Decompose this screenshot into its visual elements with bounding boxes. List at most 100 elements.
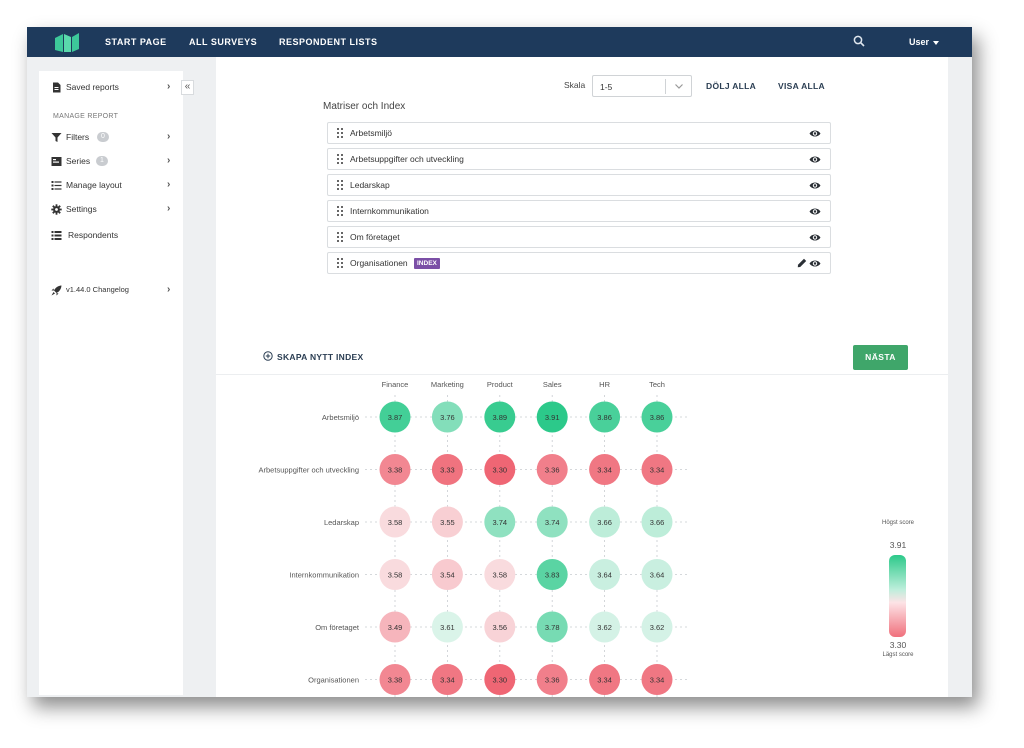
heatmap-cell	[484, 401, 516, 433]
sidebar-label: v1.44.0 Changelog	[66, 285, 129, 294]
column-header: Product	[487, 380, 514, 389]
drag-handle-icon[interactable]	[337, 154, 343, 164]
next-button[interactable]: NÄSTA	[853, 345, 908, 370]
heatmap-cell	[589, 506, 621, 538]
drag-handle-icon[interactable]	[337, 206, 343, 216]
count-badge: 0	[97, 132, 109, 142]
heatmap-cell	[484, 664, 516, 695]
cell-value-label: 3.34	[597, 465, 612, 474]
nav-all-surveys[interactable]: ALL SURVEYS	[189, 37, 258, 47]
row-label: Arbetsmiljö	[322, 413, 359, 422]
heatmap-cell	[536, 401, 568, 433]
cell-value-label: 3.34	[650, 675, 665, 684]
matrix-row[interactable]: Organisationen INDEX	[327, 252, 831, 274]
row-label: Internkommunikation	[289, 571, 359, 580]
heatmap-cell	[536, 454, 568, 485]
heatmap-cell	[484, 506, 516, 538]
cell-value-label: 3.38	[388, 465, 403, 474]
select-divider	[665, 79, 666, 94]
sidebar-item-saved-reports[interactable]: Saved reports ›	[39, 79, 183, 97]
hide-all-button[interactable]: DÖLJ ALLA	[706, 81, 757, 91]
heatmap-cell	[641, 559, 673, 590]
legend-max-value: 3.91	[889, 540, 907, 550]
sidebar-item-changelog[interactable]: v1.44.0 Changelog ›	[39, 282, 183, 300]
scale-select[interactable]: 1-5	[592, 75, 692, 97]
eye-icon[interactable]	[809, 233, 821, 242]
cell-value-label: 3.58	[388, 570, 403, 579]
row-label: Ledarskap	[324, 518, 359, 527]
sidebar-item-respondents[interactable]: Respondents	[39, 227, 183, 245]
drag-handle-icon[interactable]	[337, 258, 343, 268]
sidebar-item-settings[interactable]: Settings ›	[39, 201, 183, 219]
cell-value-label: 3.86	[597, 413, 612, 422]
sidebar-item-series[interactable]: Series 1 ›	[39, 153, 183, 171]
heatmap-cell	[536, 559, 568, 590]
eye-icon[interactable]	[809, 181, 821, 190]
list-icon	[51, 181, 62, 190]
chevron-right-icon: ›	[167, 179, 171, 190]
scrollbar-track[interactable]	[948, 57, 972, 697]
eye-icon[interactable]	[809, 207, 821, 216]
cell-value-label: 3.62	[650, 623, 665, 632]
cell-value-label: 3.36	[545, 465, 560, 474]
cell-value-label: 3.36	[545, 675, 560, 684]
search-icon[interactable]	[853, 35, 865, 47]
drag-handle-icon[interactable]	[337, 232, 343, 242]
matrix-row[interactable]: Internkommunikation	[327, 200, 831, 222]
sidebar-label: Saved reports	[66, 82, 119, 92]
document-icon	[53, 82, 61, 93]
cell-value-label: 3.33	[440, 465, 455, 474]
chevron-right-icon: ›	[167, 81, 171, 92]
matrix-row[interactable]: Arbetsmiljö	[327, 122, 831, 144]
matrix-row[interactable]: Arbetsuppgifter och utveckling	[327, 148, 831, 170]
cell-value-label: 3.66	[650, 518, 665, 527]
cell-value-label: 3.61	[440, 623, 455, 632]
heatmap-cell	[431, 664, 463, 695]
matrix-row[interactable]: Om företaget	[327, 226, 831, 248]
cell-value-label: 3.74	[492, 518, 507, 527]
drag-handle-icon[interactable]	[337, 180, 343, 190]
app-window: START PAGE ALL SURVEYS RESPONDENT LISTS …	[27, 27, 972, 697]
column-header: Finance	[382, 380, 409, 389]
sidebar-section-title: MANAGE REPORT	[53, 113, 119, 120]
sidebar-label: Settings	[66, 204, 97, 214]
nav-respondent-lists[interactable]: RESPONDENT LISTS	[279, 37, 378, 47]
column-header: Marketing	[431, 380, 464, 389]
cell-value-label: 3.34	[440, 675, 455, 684]
eye-icon[interactable]	[809, 259, 821, 268]
matrix-row-label: Arbetsmiljö	[350, 128, 393, 138]
heatmap-cell	[536, 611, 568, 643]
chevron-right-icon: ›	[167, 155, 171, 166]
respondents-list-icon	[51, 231, 62, 240]
cell-value-label: 3.64	[597, 570, 612, 579]
heatmap-cell	[431, 401, 463, 433]
sidebar-item-manage-layout[interactable]: Manage layout ›	[39, 177, 183, 195]
cell-value-label: 3.54	[440, 570, 455, 579]
cell-value-label: 3.89	[492, 413, 507, 422]
drag-handle-icon[interactable]	[337, 128, 343, 138]
plus-circle-icon	[263, 351, 273, 361]
nav-start-page[interactable]: START PAGE	[105, 37, 167, 47]
legend-min-value: 3.30	[889, 640, 907, 650]
show-all-button[interactable]: VISA ALLA	[778, 81, 825, 91]
logo-mark-icon[interactable]	[55, 33, 79, 52]
count-badge: 1	[96, 156, 108, 166]
row-label: Om företaget	[315, 623, 360, 632]
heatmap-cell	[641, 401, 673, 433]
cell-value-label: 3.78	[545, 623, 560, 632]
matrix-row[interactable]: Ledarskap	[327, 174, 831, 196]
top-navigation: START PAGE ALL SURVEYS RESPONDENT LISTS …	[27, 27, 972, 57]
filter-icon	[51, 133, 62, 142]
row-label: Organisationen	[308, 676, 359, 685]
eye-icon[interactable]	[809, 129, 821, 138]
chevron-right-icon: ›	[167, 131, 171, 142]
user-menu[interactable]: User	[897, 31, 951, 53]
matrix-row-label: Arbetsuppgifter och utveckling	[350, 154, 464, 164]
sidebar-item-filters[interactable]: Filters 0 ›	[39, 129, 183, 147]
column-header: HR	[599, 380, 610, 389]
eye-icon[interactable]	[809, 155, 821, 164]
sidebar-collapse-button[interactable]: «	[181, 80, 194, 95]
section-divider	[216, 374, 948, 375]
matrix-row-label: Internkommunikation	[350, 206, 429, 216]
pencil-icon[interactable]	[797, 258, 807, 268]
